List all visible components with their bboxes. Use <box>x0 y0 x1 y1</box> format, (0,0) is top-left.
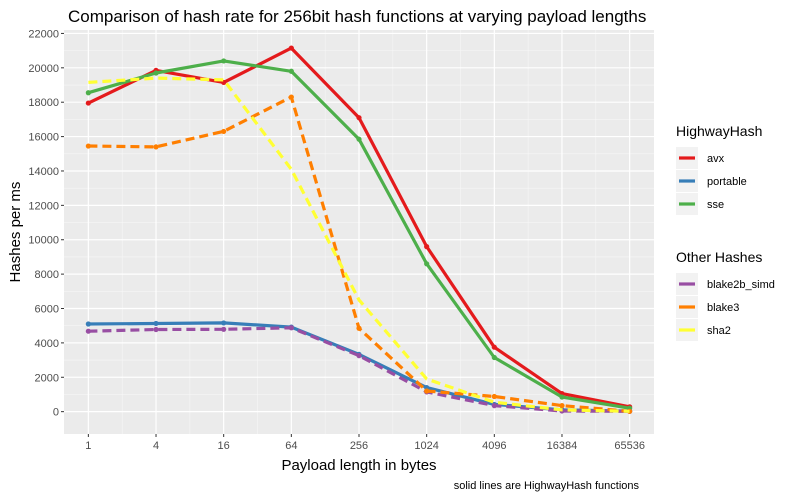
x-tick-label: 16 <box>218 440 230 452</box>
data-point-blake3 <box>85 143 91 149</box>
data-point-blake2b_simd <box>153 326 159 333</box>
y-axis-label: Hashes per ms <box>7 182 24 283</box>
data-point-avx <box>288 45 294 51</box>
x-tick-label: 65536 <box>614 440 645 452</box>
data-point-blake2b_simd <box>491 403 497 409</box>
series-blake3 <box>85 94 633 414</box>
y-tick-label: 18000 <box>28 97 59 109</box>
data-point-blake3 <box>221 128 227 135</box>
y-tick-label: 0 <box>53 407 59 419</box>
y-tick-label: 6000 <box>35 304 59 316</box>
series-layer <box>85 45 633 414</box>
data-point-sse <box>221 58 227 64</box>
y-axis: 0 2000 4000 6000 8000 10000 12000 14000 16000 180… <box>28 28 64 419</box>
x-tick-label: 64 <box>285 440 297 452</box>
data-point-blake3 <box>153 144 159 150</box>
legend-label-sha2: sha2 <box>707 325 731 337</box>
data-point-blake2b_simd <box>288 325 294 331</box>
x-tick-label: 1 <box>85 440 91 452</box>
data-point-portable <box>153 320 159 327</box>
series-sha2 <box>88 76 630 413</box>
legend: HighwayHash avx portable sse Other Hashes bla… <box>676 123 775 341</box>
data-point-blake2b_simd <box>85 328 91 334</box>
legend-label-blake3: blake3 <box>707 302 739 314</box>
legend-label-blake2b_simd: blake2b_simd <box>707 279 775 291</box>
y-tick-label: 14000 <box>28 166 59 178</box>
y-tick-label: 22000 <box>28 28 59 40</box>
y-tick-label: 4000 <box>35 338 59 350</box>
data-point-avx <box>356 115 362 121</box>
y-tick-label: 12000 <box>28 200 59 212</box>
series-line-blake2b_simd <box>88 326 630 413</box>
data-point-blake3 <box>559 403 565 409</box>
x-tick-label: 4 <box>153 440 159 452</box>
x-axis: 1 4 16 64 256 1024 4096 16384 65536 <box>85 434 645 452</box>
data-point-sse <box>288 68 294 74</box>
data-point-avx <box>424 244 430 250</box>
legend-title: HighwayHash <box>676 123 762 139</box>
data-point-blake2b_simd <box>356 353 362 359</box>
data-point-avx <box>85 100 91 106</box>
legend-label-portable: portable <box>707 176 747 188</box>
series-line-sha2 <box>88 76 630 413</box>
y-tick-label: 8000 <box>35 269 59 281</box>
data-point-blake3 <box>424 388 430 394</box>
legend-label-sse: sse <box>707 199 724 211</box>
x-tick-label: 256 <box>350 440 368 452</box>
data-point-sse <box>356 136 362 142</box>
series-sse <box>85 58 633 411</box>
y-tick-label: 20000 <box>28 63 59 75</box>
x-axis-label: Payload length in bytes <box>281 457 436 474</box>
data-point-sse <box>153 70 159 76</box>
legend-group: Other Hashes blake2b_simd blake3 sha2 <box>676 249 775 341</box>
y-tick-label: 10000 <box>28 235 59 247</box>
legend-group: HighwayHash avx portable sse <box>676 123 762 215</box>
legend-title: Other Hashes <box>676 249 762 265</box>
data-point-sse <box>424 261 430 267</box>
chart-title: Comparison of hash rate for 256bit hash … <box>68 7 646 26</box>
data-point-sse <box>559 394 565 400</box>
data-point-sse <box>85 90 91 96</box>
data-point-blake3 <box>356 325 362 331</box>
x-tick-label: 16384 <box>547 440 578 452</box>
data-point-avx <box>491 344 497 350</box>
data-point-portable <box>85 321 91 327</box>
x-tick-label: 4096 <box>482 440 506 452</box>
data-point-blake2b_simd <box>221 326 227 332</box>
data-point-sse <box>491 354 497 361</box>
legend-label-avx: avx <box>707 153 725 165</box>
y-tick-label: 16000 <box>28 132 59 144</box>
y-tick-label: 2000 <box>35 372 59 384</box>
data-point-portable <box>221 320 227 326</box>
x-tick-label: 1024 <box>414 440 438 452</box>
data-point-blake3 <box>491 393 497 400</box>
chart-caption: solid lines are HighwayHash functions <box>454 480 640 492</box>
data-point-blake3 <box>288 94 294 100</box>
